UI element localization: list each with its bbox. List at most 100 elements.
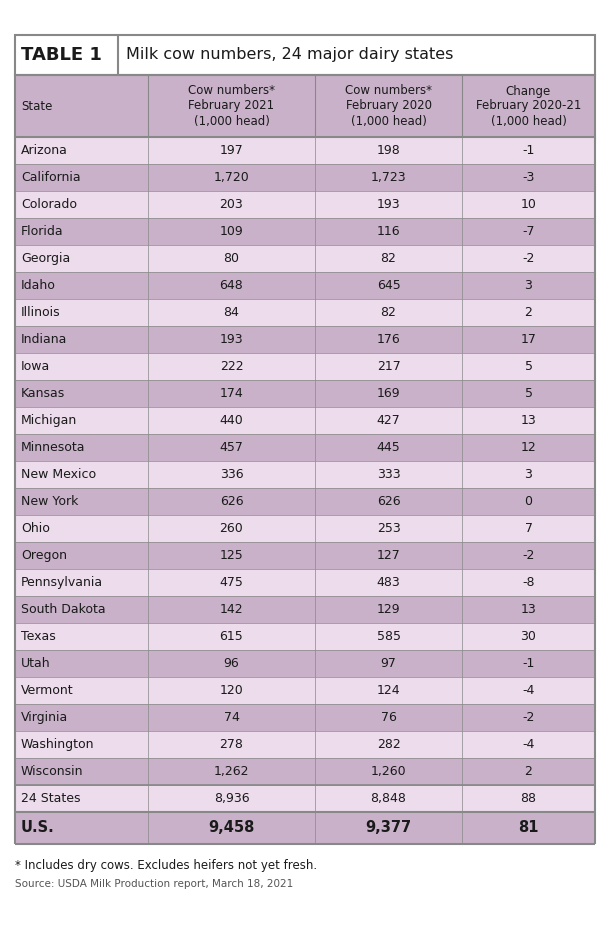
Text: 648: 648 — [220, 279, 243, 292]
Bar — [15, 596, 595, 623]
Text: 174: 174 — [220, 387, 243, 400]
Bar — [15, 461, 595, 488]
Bar — [15, 35, 595, 75]
Text: 457: 457 — [220, 441, 243, 454]
Text: 97: 97 — [381, 657, 396, 670]
Bar — [15, 353, 595, 380]
Text: 260: 260 — [220, 522, 243, 535]
Text: 1,260: 1,260 — [371, 765, 406, 778]
Text: 82: 82 — [381, 306, 396, 319]
Text: 82: 82 — [381, 252, 396, 265]
Bar — [15, 299, 595, 326]
Text: 0: 0 — [525, 495, 533, 508]
Text: 96: 96 — [224, 657, 239, 670]
Text: -3: -3 — [522, 171, 535, 184]
Text: 30: 30 — [520, 630, 536, 643]
Text: 124: 124 — [377, 684, 400, 697]
Text: Oregon: Oregon — [21, 549, 67, 562]
Text: 475: 475 — [220, 576, 243, 589]
Text: 80: 80 — [223, 252, 240, 265]
Text: Minnesota: Minnesota — [21, 441, 85, 454]
Bar — [15, 488, 595, 515]
Text: 203: 203 — [220, 198, 243, 211]
Text: 10: 10 — [520, 198, 536, 211]
Text: 193: 193 — [220, 333, 243, 346]
Text: Michigan: Michigan — [21, 414, 77, 427]
Text: 440: 440 — [220, 414, 243, 427]
Bar — [15, 758, 595, 785]
Text: 129: 129 — [377, 603, 400, 616]
Text: 253: 253 — [376, 522, 400, 535]
Text: 7: 7 — [525, 522, 533, 535]
Bar — [15, 704, 595, 731]
Text: Cow numbers*
February 2021
(1,000 head): Cow numbers* February 2021 (1,000 head) — [188, 85, 275, 127]
Text: 626: 626 — [377, 495, 400, 508]
Text: Vermont: Vermont — [21, 684, 74, 697]
Text: 13: 13 — [520, 414, 536, 427]
Text: 24 States: 24 States — [21, 792, 81, 805]
Text: 427: 427 — [376, 414, 400, 427]
Text: Illinois: Illinois — [21, 306, 60, 319]
Text: Pennsylvania: Pennsylvania — [21, 576, 103, 589]
Bar — [15, 812, 595, 844]
Text: Source: USDA Milk Production report, March 18, 2021: Source: USDA Milk Production report, Mar… — [15, 879, 293, 889]
Bar — [15, 137, 595, 164]
Text: State: State — [21, 100, 52, 112]
Text: 585: 585 — [376, 630, 401, 643]
Text: 12: 12 — [520, 441, 536, 454]
Text: Change
February 2020-21
(1,000 head): Change February 2020-21 (1,000 head) — [476, 85, 581, 127]
Bar — [15, 434, 595, 461]
Text: 84: 84 — [223, 306, 240, 319]
Text: New Mexico: New Mexico — [21, 468, 96, 481]
Text: -7: -7 — [522, 225, 535, 238]
Text: -4: -4 — [522, 738, 535, 751]
Text: 5: 5 — [525, 360, 533, 373]
Text: 2: 2 — [525, 306, 533, 319]
Text: Wisconsin: Wisconsin — [21, 765, 84, 778]
Text: 626: 626 — [220, 495, 243, 508]
Bar — [15, 515, 595, 542]
Text: 120: 120 — [220, 684, 243, 697]
Text: 197: 197 — [220, 144, 243, 157]
Text: Ohio: Ohio — [21, 522, 50, 535]
Text: 645: 645 — [376, 279, 400, 292]
Text: Idaho: Idaho — [21, 279, 56, 292]
Text: Texas: Texas — [21, 630, 56, 643]
Text: Georgia: Georgia — [21, 252, 70, 265]
Bar — [15, 380, 595, 407]
Text: Milk cow numbers, 24 major dairy states: Milk cow numbers, 24 major dairy states — [126, 47, 453, 62]
Text: 127: 127 — [376, 549, 400, 562]
Text: -4: -4 — [522, 684, 535, 697]
Text: 109: 109 — [220, 225, 243, 238]
Bar — [15, 326, 595, 353]
Text: 222: 222 — [220, 360, 243, 373]
Text: Colorado: Colorado — [21, 198, 77, 211]
Bar — [15, 75, 595, 137]
Text: 76: 76 — [381, 711, 396, 724]
Bar — [15, 245, 595, 272]
Text: TABLE 1: TABLE 1 — [21, 46, 102, 64]
Text: 193: 193 — [377, 198, 400, 211]
Text: 169: 169 — [377, 387, 400, 400]
Text: 336: 336 — [220, 468, 243, 481]
Text: Cow numbers*
February 2020
(1,000 head): Cow numbers* February 2020 (1,000 head) — [345, 85, 432, 127]
Text: 278: 278 — [220, 738, 243, 751]
Text: 282: 282 — [376, 738, 400, 751]
Text: 142: 142 — [220, 603, 243, 616]
Text: 445: 445 — [376, 441, 400, 454]
Text: 8,936: 8,936 — [214, 792, 249, 805]
Bar — [15, 677, 595, 704]
Text: Iowa: Iowa — [21, 360, 50, 373]
Text: 81: 81 — [518, 820, 539, 835]
Text: 615: 615 — [220, 630, 243, 643]
Text: 116: 116 — [377, 225, 400, 238]
Text: Kansas: Kansas — [21, 387, 65, 400]
Bar — [15, 650, 595, 677]
Text: -1: -1 — [522, 144, 535, 157]
Text: U.S.: U.S. — [21, 820, 55, 835]
Text: 13: 13 — [520, 603, 536, 616]
Text: 8,848: 8,848 — [370, 792, 406, 805]
Text: Florida: Florida — [21, 225, 63, 238]
Text: 88: 88 — [520, 792, 537, 805]
Text: -2: -2 — [522, 711, 535, 724]
